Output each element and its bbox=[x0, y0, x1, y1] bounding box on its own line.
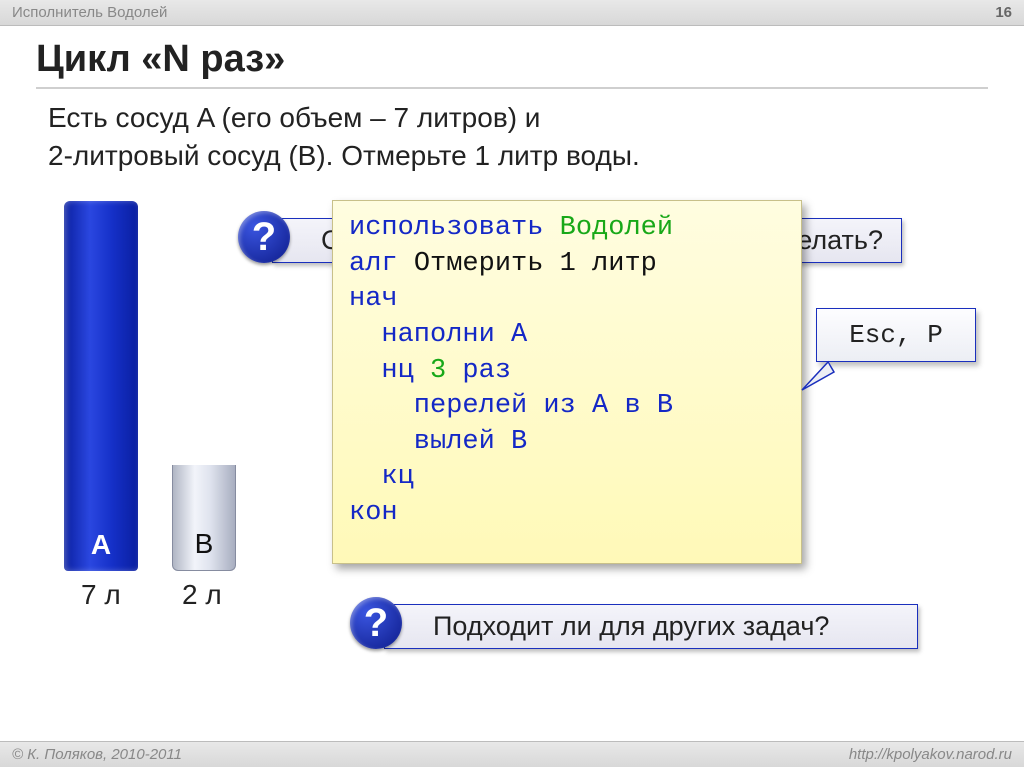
code-l9: кон bbox=[349, 498, 398, 528]
footer-copyright: © К. Поляков, 2010-2011 bbox=[12, 746, 182, 763]
code-l3: нач bbox=[349, 284, 398, 314]
code-l1b: Водолей bbox=[560, 213, 673, 243]
shortcut-text: Esc, P bbox=[849, 320, 943, 350]
code-l1a: использовать bbox=[349, 213, 560, 243]
shortcut-callout: Esc, P bbox=[816, 308, 976, 362]
problem-line2: 2-литровый сосуд (B). Отмерьте 1 литр во… bbox=[48, 140, 640, 171]
question-box-2: Подходит ли для других задач? bbox=[384, 604, 918, 649]
code-l2b: Отмерить 1 литр bbox=[414, 249, 657, 279]
slide-body: Цикл «N раз» Есть сосуд A (его объем – 7… bbox=[0, 26, 1024, 741]
page-number: 16 bbox=[995, 4, 1012, 21]
vessel-A: A bbox=[64, 201, 138, 571]
code-l6: перелей из A в B bbox=[349, 391, 673, 421]
problem-text: Есть сосуд A (его объем – 7 литров) и 2-… bbox=[48, 99, 988, 175]
header-title: Исполнитель Водолей bbox=[12, 4, 167, 21]
code-l7: вылей B bbox=[349, 427, 527, 457]
vessel-A-label: A bbox=[91, 529, 111, 561]
vessel-B-label: B bbox=[195, 528, 214, 560]
vessels-diagram: A B 7 л 2 л bbox=[64, 201, 284, 621]
q1-suffix: елать? bbox=[797, 225, 883, 256]
question-mark-icon: ? bbox=[350, 597, 402, 649]
footer-url: http://kpolyakov.narod.ru bbox=[849, 746, 1012, 763]
code-l5b: 3 bbox=[430, 356, 446, 386]
code-l4: наполни A bbox=[349, 320, 527, 350]
q2-text: Подходит ли для других задач? bbox=[433, 611, 829, 641]
problem-line1: Есть сосуд A (его объем – 7 литров) и bbox=[48, 102, 540, 133]
code-l5c: раз bbox=[446, 356, 511, 386]
slide-title: Цикл «N раз» bbox=[36, 38, 988, 81]
header-bar: Исполнитель Водолей 16 bbox=[0, 0, 1024, 26]
vessel-B: B bbox=[172, 465, 236, 571]
footer-bar: © К. Поляков, 2010-2011 http://kpolyakov… bbox=[0, 741, 1024, 767]
code-l8: кц bbox=[349, 462, 414, 492]
title-rule bbox=[36, 87, 988, 89]
code-l2a: алг bbox=[349, 249, 414, 279]
code-l5a: нц bbox=[349, 356, 430, 386]
vessel-A-caption: 7 л bbox=[81, 579, 121, 611]
vessel-B-caption: 2 л bbox=[182, 579, 222, 611]
code-note: использовать Водолей алг Отмерить 1 литр… bbox=[332, 200, 802, 564]
